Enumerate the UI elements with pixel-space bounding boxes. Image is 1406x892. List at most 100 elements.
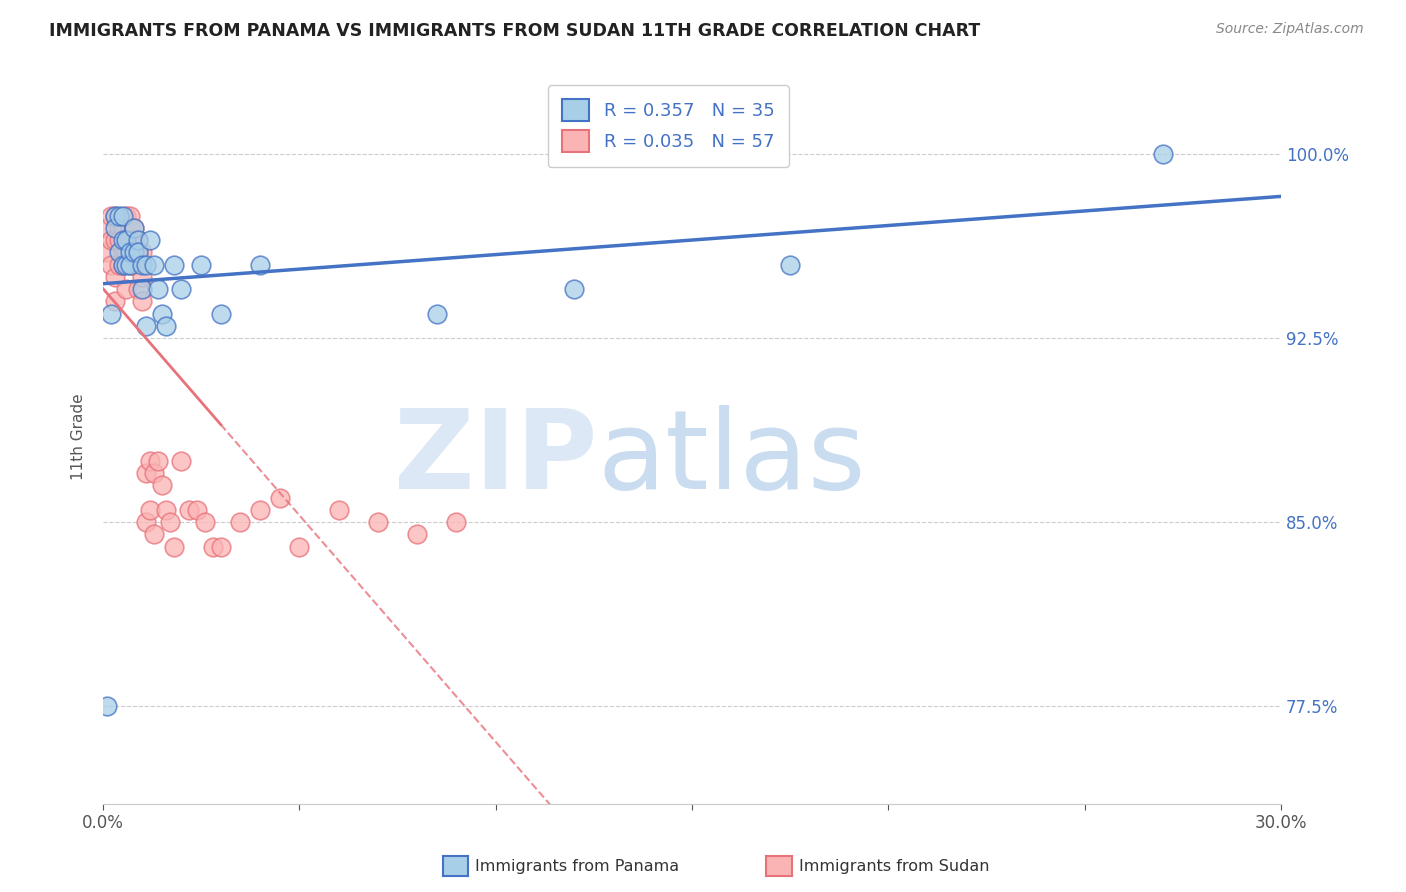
Point bbox=[100, 233, 122, 247]
Text: atlas: atlas bbox=[598, 405, 866, 512]
Point bbox=[120, 233, 142, 247]
Point bbox=[111, 258, 134, 272]
Point bbox=[328, 503, 350, 517]
Point bbox=[111, 209, 134, 223]
Point bbox=[120, 245, 142, 260]
Point bbox=[162, 258, 184, 272]
Point bbox=[127, 282, 149, 296]
Point bbox=[96, 220, 118, 235]
Point bbox=[104, 269, 127, 284]
Point bbox=[179, 503, 201, 517]
Point bbox=[115, 258, 138, 272]
Point bbox=[111, 245, 134, 260]
Point bbox=[139, 454, 162, 468]
Point bbox=[111, 220, 134, 235]
Point bbox=[142, 466, 165, 480]
Point bbox=[127, 233, 149, 247]
Point bbox=[124, 220, 146, 235]
Point bbox=[190, 258, 212, 272]
Point bbox=[1152, 147, 1174, 161]
Legend: R = 0.357   N = 35, R = 0.035   N = 57: R = 0.357 N = 35, R = 0.035 N = 57 bbox=[548, 85, 789, 167]
Point bbox=[779, 258, 801, 272]
Point bbox=[127, 245, 149, 260]
Text: Immigrants from Panama: Immigrants from Panama bbox=[475, 859, 679, 873]
Point bbox=[100, 258, 122, 272]
Point bbox=[170, 454, 193, 468]
Point bbox=[104, 233, 127, 247]
Point bbox=[124, 245, 146, 260]
Point bbox=[104, 209, 127, 223]
Point bbox=[249, 258, 271, 272]
Point bbox=[139, 503, 162, 517]
Point bbox=[194, 515, 217, 529]
Point bbox=[150, 307, 173, 321]
Point bbox=[120, 258, 142, 272]
Point bbox=[229, 515, 252, 529]
Point bbox=[209, 540, 232, 554]
Text: Immigrants from Sudan: Immigrants from Sudan bbox=[799, 859, 988, 873]
Point bbox=[115, 209, 138, 223]
Point bbox=[146, 454, 169, 468]
Point bbox=[100, 209, 122, 223]
Point bbox=[111, 233, 134, 247]
Point bbox=[104, 220, 127, 235]
Point bbox=[131, 269, 153, 284]
Point bbox=[124, 233, 146, 247]
Point bbox=[142, 527, 165, 541]
Point bbox=[107, 209, 129, 223]
Point bbox=[426, 307, 449, 321]
Point bbox=[139, 233, 162, 247]
Point bbox=[107, 233, 129, 247]
Point bbox=[96, 698, 118, 713]
Point bbox=[96, 245, 118, 260]
Point bbox=[104, 294, 127, 309]
Point bbox=[406, 527, 429, 541]
Point bbox=[201, 540, 224, 554]
Point bbox=[269, 491, 291, 505]
Point bbox=[155, 318, 177, 333]
Point bbox=[186, 503, 208, 517]
Text: ZIP: ZIP bbox=[394, 405, 598, 512]
Point bbox=[120, 258, 142, 272]
Point bbox=[150, 478, 173, 492]
Point bbox=[131, 245, 153, 260]
Point bbox=[135, 318, 157, 333]
Point bbox=[155, 503, 177, 517]
Point bbox=[142, 258, 165, 272]
Point bbox=[115, 282, 138, 296]
Point bbox=[127, 245, 149, 260]
Point bbox=[209, 307, 232, 321]
Point bbox=[249, 503, 271, 517]
Point bbox=[107, 220, 129, 235]
Y-axis label: 11th Grade: 11th Grade bbox=[72, 393, 86, 480]
Point bbox=[131, 258, 153, 272]
Point bbox=[159, 515, 181, 529]
Point bbox=[446, 515, 468, 529]
Text: Source: ZipAtlas.com: Source: ZipAtlas.com bbox=[1216, 22, 1364, 37]
Point bbox=[107, 258, 129, 272]
Point bbox=[120, 209, 142, 223]
Point bbox=[115, 233, 138, 247]
Point bbox=[562, 282, 585, 296]
Point bbox=[146, 282, 169, 296]
Point bbox=[107, 245, 129, 260]
Point bbox=[111, 258, 134, 272]
Point bbox=[115, 245, 138, 260]
Point bbox=[124, 220, 146, 235]
Point bbox=[162, 540, 184, 554]
Point bbox=[131, 294, 153, 309]
Point bbox=[135, 258, 157, 272]
Point bbox=[100, 307, 122, 321]
Point bbox=[170, 282, 193, 296]
Text: IMMIGRANTS FROM PANAMA VS IMMIGRANTS FROM SUDAN 11TH GRADE CORRELATION CHART: IMMIGRANTS FROM PANAMA VS IMMIGRANTS FRO… bbox=[49, 22, 980, 40]
Point bbox=[124, 258, 146, 272]
Point bbox=[115, 233, 138, 247]
Point bbox=[120, 220, 142, 235]
Point bbox=[288, 540, 311, 554]
Point bbox=[131, 282, 153, 296]
Point bbox=[127, 233, 149, 247]
Point bbox=[135, 515, 157, 529]
Point bbox=[367, 515, 389, 529]
Point bbox=[135, 466, 157, 480]
Point bbox=[104, 209, 127, 223]
